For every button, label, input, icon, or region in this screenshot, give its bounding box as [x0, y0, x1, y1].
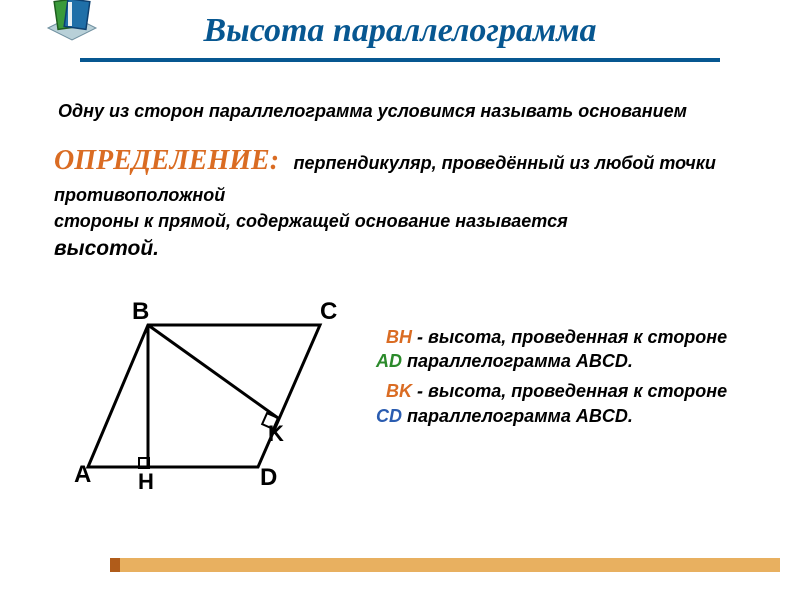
page-title: Высота параллелограмма	[0, 12, 800, 50]
label-B: B	[132, 298, 149, 325]
label-ABCD-1: ABCD.	[576, 351, 633, 371]
explanation: BH - высота, проведенная к стороне AD па…	[376, 297, 752, 428]
text-seg-4: параллелограмма	[402, 406, 576, 426]
label-BH: BH	[386, 327, 412, 347]
label-BK: BK	[386, 381, 412, 401]
intro-text: Одну из сторон параллелограмма условимся…	[58, 100, 742, 123]
title-underline	[80, 58, 720, 62]
lower-row: A B C D H K BH - высота, проведенная к с…	[48, 297, 752, 502]
text-seg-1: - высота, проведенная к стороне	[412, 327, 727, 347]
books-icon	[42, 0, 104, 56]
header: Высота параллелограмма	[0, 0, 800, 80]
text-seg-3: - высота, проведенная к стороне	[412, 381, 727, 401]
label-C: C	[320, 298, 337, 325]
text-seg-2: параллелограмма	[402, 351, 576, 371]
parallelogram-figure: A B C D H K	[58, 297, 358, 502]
definition-block: ОПРЕДЕЛЕНИЕ: перпендикуляр, проведённый …	[54, 141, 752, 264]
label-A: A	[74, 461, 91, 488]
label-D: D	[260, 464, 277, 491]
explain-line-2: BK - высота, проведенная к стороне CD па…	[376, 379, 752, 428]
definition-text-3: высотой.	[54, 237, 159, 260]
label-ABCD-2: ABCD.	[576, 406, 633, 426]
bottom-accent-bar	[120, 558, 780, 572]
label-H: H	[138, 469, 154, 494]
definition-text-2: стороны к прямой, содержащей основание н…	[54, 211, 568, 231]
label-AD: AD	[376, 351, 402, 371]
label-CD: CD	[376, 406, 402, 426]
definition-label: ОПРЕДЕЛЕНИЕ:	[54, 145, 279, 176]
content: Одну из сторон параллелограмма условимся…	[0, 100, 800, 502]
label-K: K	[268, 421, 284, 446]
explain-line-1: BH - высота, проведенная к стороне AD па…	[376, 325, 752, 374]
